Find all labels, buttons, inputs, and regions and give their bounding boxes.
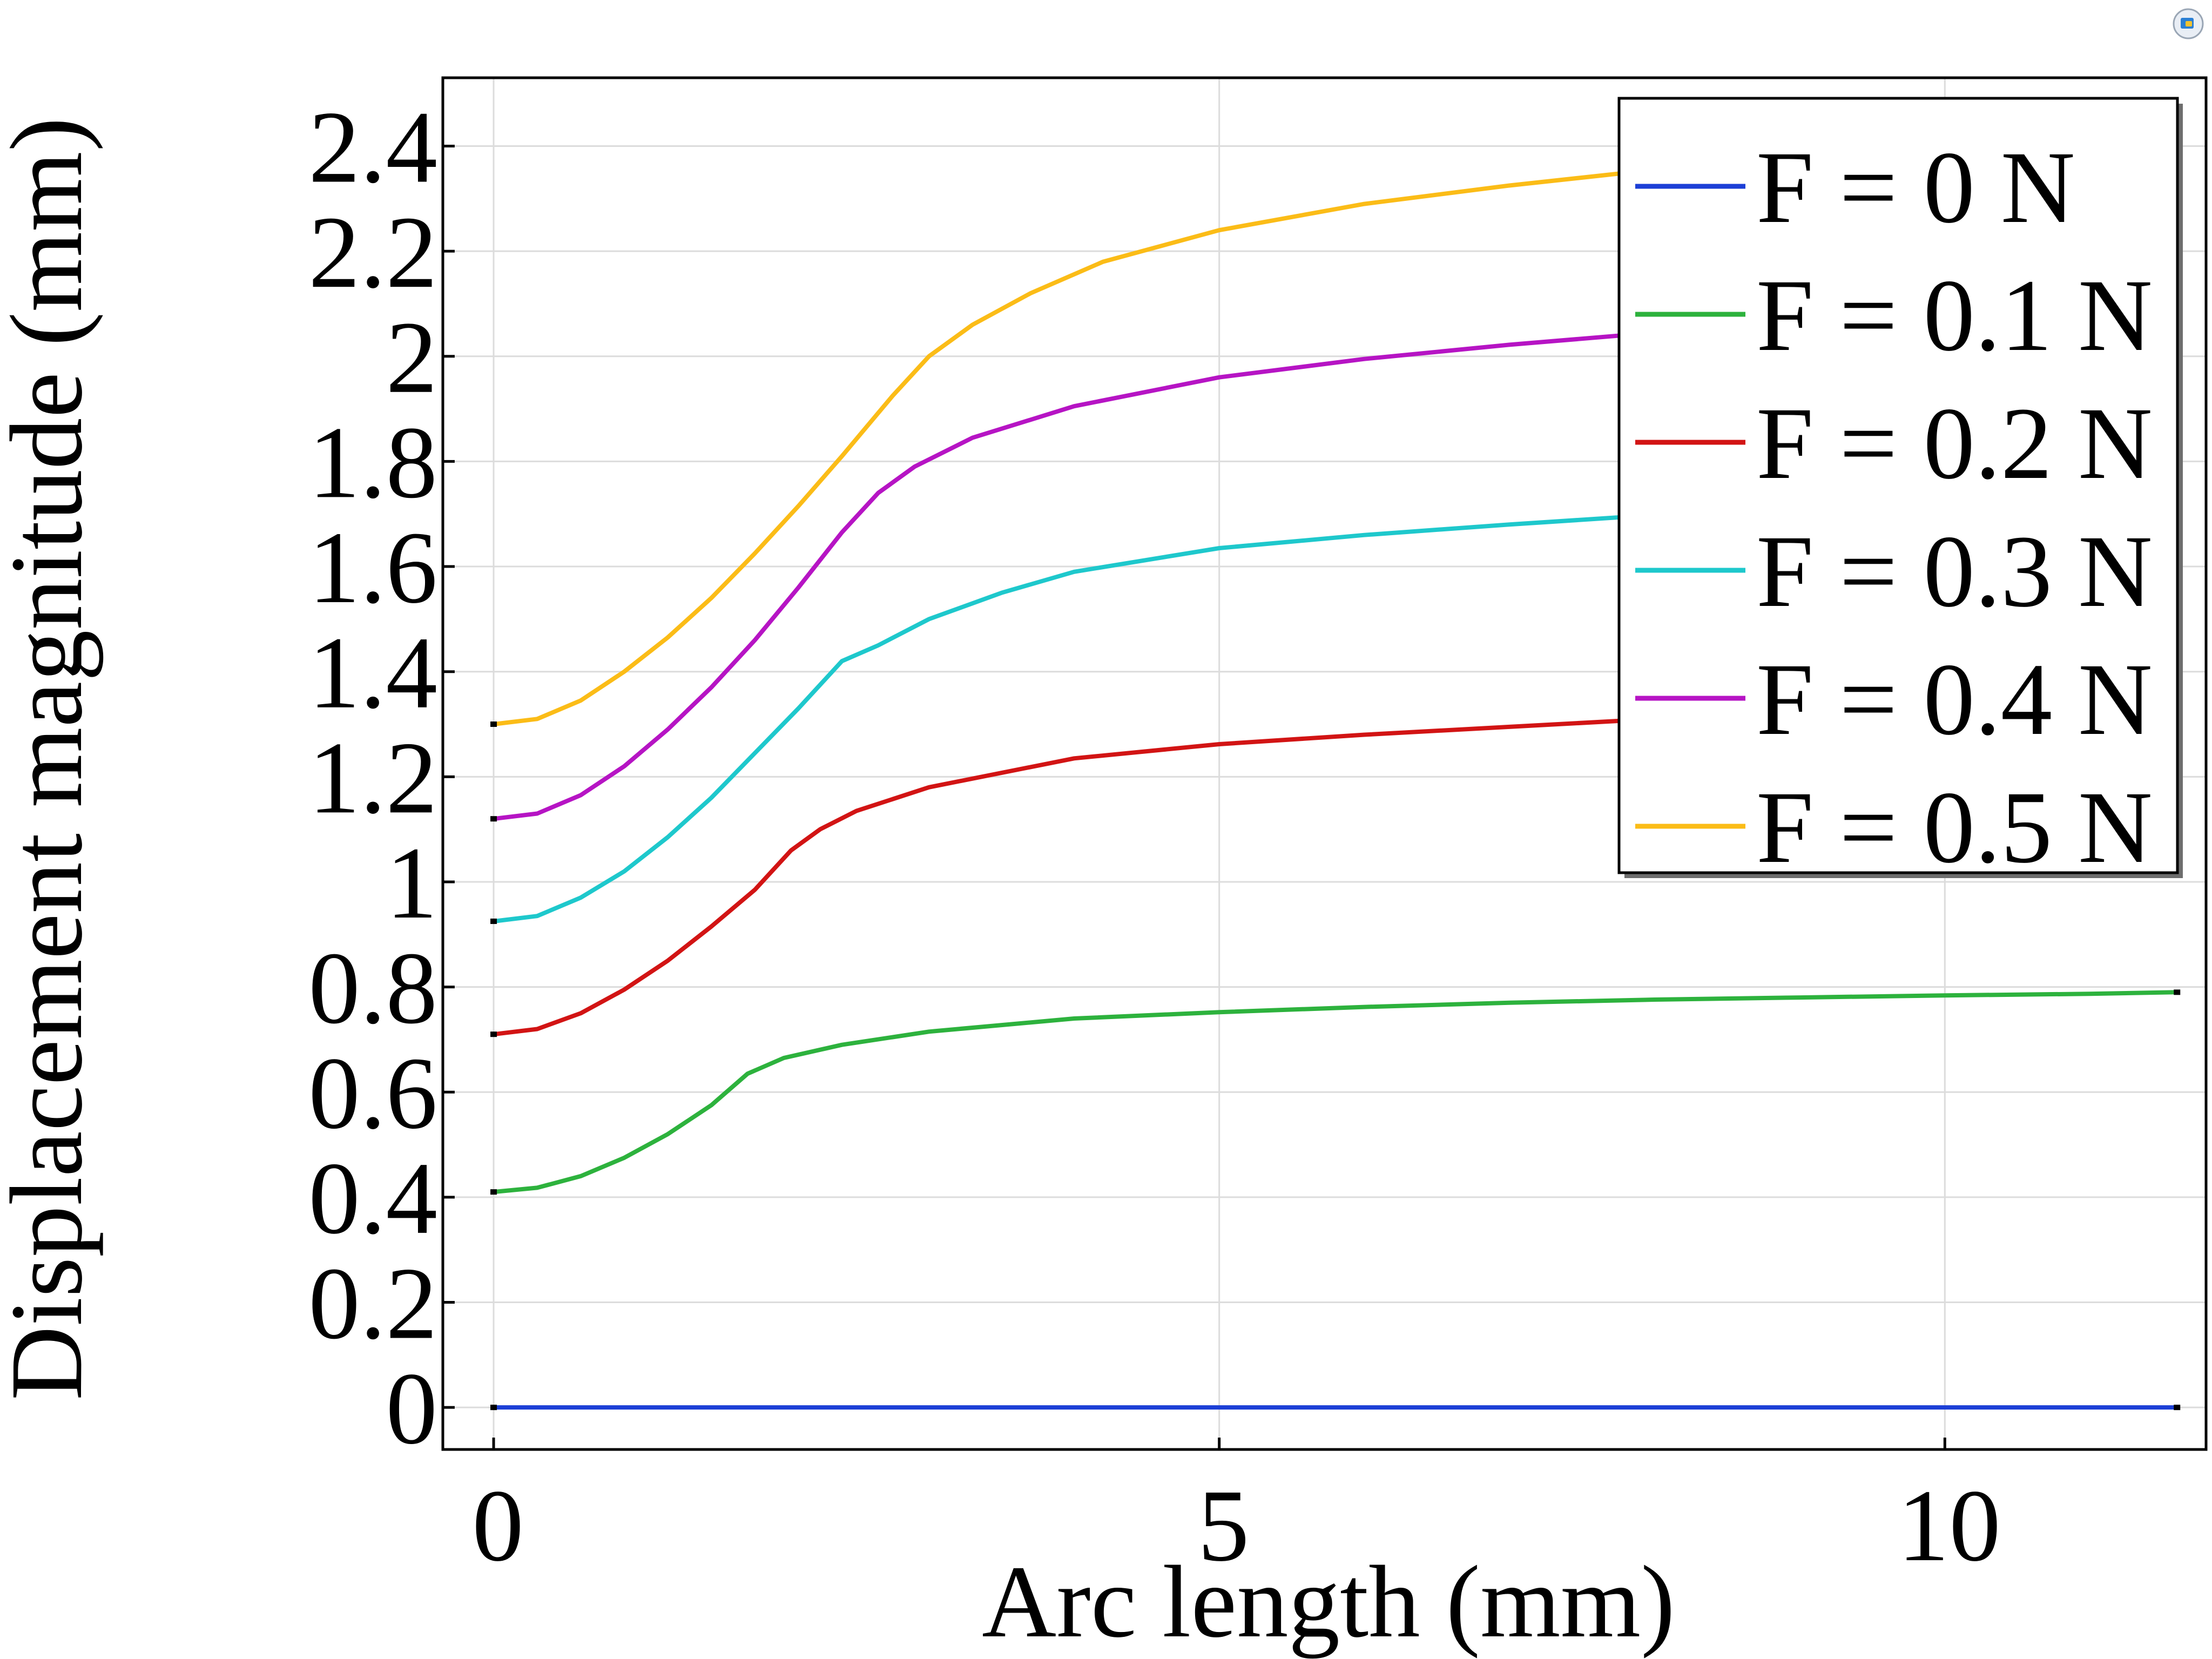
series-start-marker	[490, 1031, 497, 1037]
y-axis-title: Displacement magnitude (mm)	[0, 117, 104, 1400]
y-tick-label: 0.4	[308, 1142, 437, 1256]
legend-entries: F = 0 N F = 0.1 N F = 0.2 N F = 0.3 N F = 0.…	[1635, 131, 2153, 885]
legend-label: F = 0.4 N	[1756, 643, 2153, 757]
legend-label: F = 0.2 N	[1756, 387, 2153, 501]
y-tick-label: 0.2	[308, 1247, 437, 1361]
y-tick-label: 2.4	[308, 91, 437, 205]
y-tick-label: 0	[386, 1352, 438, 1466]
legend-entry: F = 0.1 N	[1635, 259, 2153, 373]
legend-label: F = 0.5 N	[1756, 771, 2153, 885]
y-axis-ticks: 00.20.40.60.811.21.41.61.822.22.4	[308, 91, 455, 1466]
legend-label: F = 0.3 N	[1756, 515, 2153, 629]
series-start-marker	[490, 1189, 497, 1195]
x-axis-ticks: 0 5 10	[472, 1438, 2001, 1583]
series-line-1	[491, 990, 2180, 1195]
series-start-marker	[490, 918, 497, 924]
y-tick-label: 0.8	[308, 932, 437, 1046]
legend-label: F = 0.1 N	[1756, 259, 2153, 373]
series-start-marker	[490, 721, 497, 727]
legend-entry: F = 0.2 N	[1635, 387, 2153, 501]
legend-box	[1617, 97, 2179, 874]
series-line-3	[491, 512, 1657, 923]
y-tick-label: 1.4	[308, 616, 437, 730]
series-end-marker	[2174, 1405, 2181, 1411]
x-tick-label: 10	[1898, 1469, 2001, 1583]
plot-area-frame	[441, 76, 2208, 1451]
app-corner-icon[interactable]	[2173, 8, 2204, 39]
x-tick-label: 5	[1198, 1469, 1250, 1583]
legend-entry: F = 0 N	[1635, 131, 2075, 245]
legend-label: F = 0 N	[1756, 131, 2075, 245]
x-axis-title: Arc length (mm)	[982, 1545, 1675, 1659]
legend-entry: F = 0.3 N	[1635, 515, 2153, 629]
y-tick-label: 1.6	[308, 511, 437, 625]
legend: F = 0 N F = 0.1 N F = 0.2 N F = 0.3 N F = 0.…	[1617, 97, 2183, 885]
series-start-marker	[490, 1405, 497, 1411]
y-tick-label: 0.6	[308, 1036, 437, 1150]
x-tick-label: 0	[472, 1469, 524, 1583]
series-layer	[490, 167, 2181, 1411]
y-tick-label: 1.8	[308, 406, 437, 520]
y-tick-label: 2.2	[308, 195, 437, 309]
series-line-2	[491, 717, 1657, 1037]
y-tick-label: 2	[386, 301, 438, 415]
legend-entry: F = 0.5 N	[1635, 771, 2153, 885]
series-line-5	[491, 167, 1657, 726]
series-line-4	[491, 331, 1657, 821]
series-end-marker	[2174, 989, 2181, 995]
legend-entry: F = 0.4 N	[1635, 643, 2153, 757]
series-start-marker	[490, 816, 497, 822]
y-tick-label: 1	[386, 826, 438, 940]
y-tick-label: 1.2	[308, 721, 437, 835]
